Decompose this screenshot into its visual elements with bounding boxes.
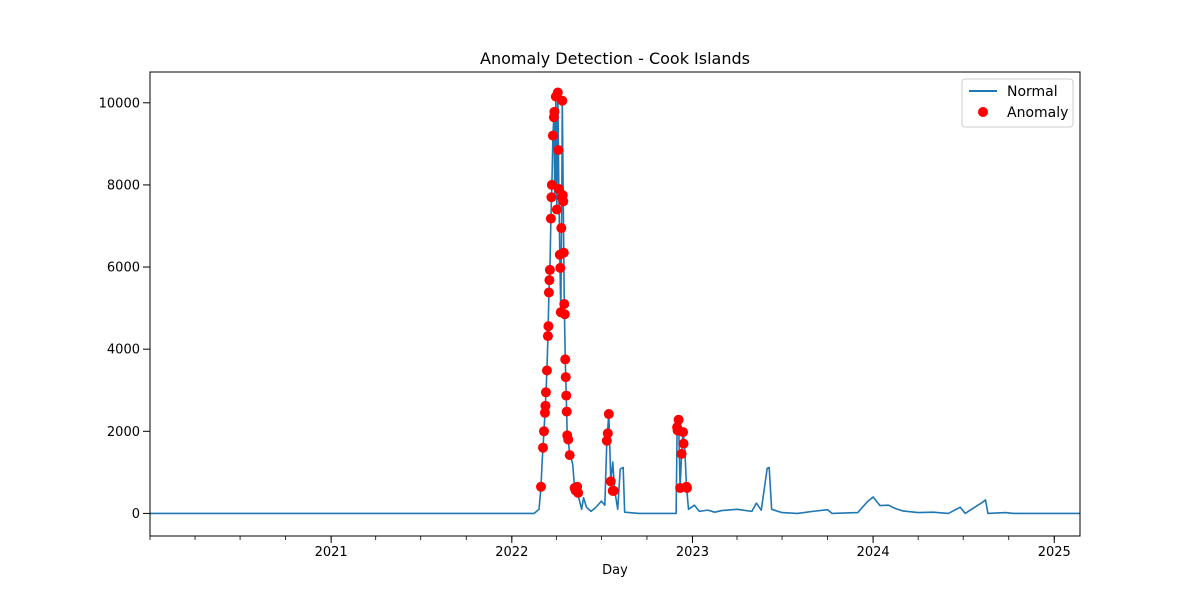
anomaly-point: [543, 321, 554, 332]
anomaly-point: [547, 130, 558, 141]
anomaly-point: [557, 95, 568, 106]
anomaly-point: [608, 485, 619, 496]
plot-frame: [149, 71, 1081, 537]
anomaly-point: [561, 406, 572, 417]
y-tick-label: 2000: [107, 425, 140, 440]
y-tick-label: 4000: [107, 343, 140, 358]
y-tick-label: 6000: [107, 261, 140, 276]
anomaly-point: [558, 196, 569, 207]
anomaly-point: [545, 213, 556, 224]
plot-background: [150, 72, 1080, 536]
anomaly-point: [544, 275, 555, 286]
anomaly-point: [563, 434, 574, 445]
anomaly-point: [678, 427, 689, 438]
series-normal-line: [150, 91, 1080, 515]
anomaly-point: [555, 262, 566, 273]
anomaly-point: [558, 247, 569, 258]
legend-anomaly-swatch: [978, 107, 988, 117]
anomaly-point: [602, 428, 613, 439]
series-anomaly-scatter-group: [536, 87, 693, 498]
x-axis: 2021 2022 2023 2024 2025: [149, 536, 1071, 560]
y-tick-label: 10000: [99, 96, 140, 111]
anomaly-point: [561, 390, 572, 401]
anomaly-point: [549, 106, 560, 117]
x-tick-label: 2024: [857, 545, 890, 560]
x-tick-label: 2023: [676, 545, 709, 560]
anomaly-point: [543, 287, 554, 298]
anomaly-point: [605, 476, 616, 487]
anomaly-point: [556, 223, 567, 234]
anomaly-point: [552, 87, 563, 98]
anomaly-point: [540, 387, 551, 398]
anomaly-point: [542, 331, 553, 342]
anomaly-point: [673, 414, 684, 425]
anomaly-point: [559, 299, 570, 309]
anomaly-point: [603, 409, 614, 420]
anomaly-point: [538, 426, 549, 437]
anomaly-point: [573, 487, 584, 498]
x-tick-label: 2022: [495, 545, 528, 560]
anomaly-point: [678, 438, 689, 449]
legend-normal-label: Normal: [1007, 84, 1058, 100]
anomaly-point: [553, 145, 564, 156]
x-tick-label: 2021: [315, 545, 348, 560]
anomaly-point: [560, 372, 571, 383]
anomaly-point: [601, 435, 612, 446]
anomaly-point: [564, 450, 575, 461]
y-tick-label: 0: [132, 507, 140, 522]
anomaly-point: [540, 400, 551, 411]
anomaly-point: [560, 354, 571, 365]
anomaly-point: [559, 309, 570, 320]
series-normal-line-group: [150, 91, 1080, 515]
anomaly-point: [541, 365, 552, 376]
anomaly-point: [544, 264, 555, 275]
legend: Normal Anomaly: [961, 78, 1074, 128]
y-axis: 0 2000 4000 6000 8000 10000: [99, 96, 150, 522]
anomaly-point: [682, 482, 693, 493]
anomaly-point: [551, 204, 562, 215]
anomaly-point: [537, 442, 548, 453]
legend-anomaly-label: Anomaly: [1007, 105, 1068, 121]
y-tick-label: 8000: [107, 178, 140, 193]
chart-title: Anomaly Detection - Cook Islands: [480, 49, 750, 68]
anomaly-point: [536, 481, 547, 492]
anomaly-point: [676, 448, 687, 459]
x-tick-label: 2025: [1038, 545, 1071, 560]
x-axis-label: Day: [602, 563, 628, 578]
anomaly-point: [546, 192, 557, 203]
